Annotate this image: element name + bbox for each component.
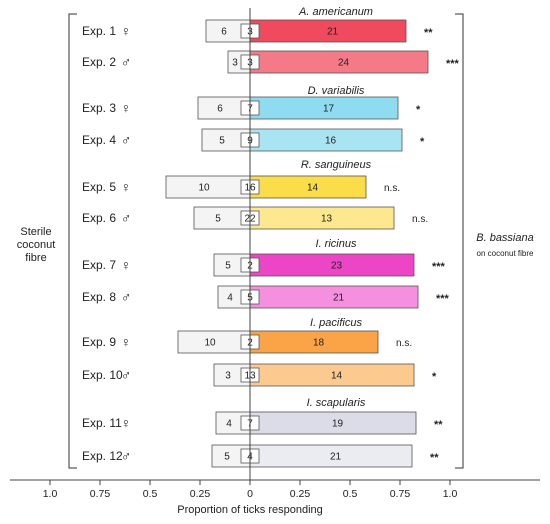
species-heading: I. ricinus	[316, 238, 357, 250]
species-heading: I. pacificus	[310, 317, 362, 329]
experiment-label: Exp. 2	[82, 55, 116, 69]
experiment-label: Exp. 10	[82, 368, 123, 382]
experiment-label: Exp. 12	[82, 449, 123, 463]
x-tick-label: 1.0	[43, 488, 58, 500]
species-heading: R. sanguineus	[301, 159, 372, 171]
sterile-count: 5	[215, 214, 221, 225]
right-label-species: B. bassiana	[476, 232, 533, 244]
significance-marker: ***	[436, 293, 450, 305]
sex-symbol: ♀	[121, 415, 132, 431]
sex-symbol: ♀	[121, 100, 132, 116]
significance-marker: n.s.	[384, 183, 400, 194]
experiment-label: Exp. 5	[82, 180, 116, 194]
bassiana-count: 14	[307, 183, 319, 194]
right-label-suffix: on coconut fibre	[477, 249, 534, 258]
bassiana-count: 21	[327, 27, 339, 38]
experiment-label: Exp. 9	[82, 335, 116, 349]
sterile-count: 4	[226, 419, 232, 430]
sex-symbol: ♂	[121, 132, 132, 148]
bars-layer	[165, 19, 429, 468]
bassiana-count: 13	[321, 214, 333, 225]
significance-marker: n.s.	[412, 214, 428, 225]
bassiana-count: 16	[325, 136, 337, 147]
significance-marker: ***	[446, 58, 460, 70]
sex-symbol: ♂	[121, 289, 132, 305]
sex-symbol: ♀	[121, 257, 132, 273]
significance-marker: *	[416, 104, 421, 116]
sex-symbol: ♂	[121, 210, 132, 226]
sterile-count: 6	[221, 27, 227, 38]
x-tick-label: 0	[247, 488, 253, 500]
experiment-label: Exp. 1	[82, 24, 116, 38]
bassiana-count: 19	[332, 419, 344, 430]
x-tick-label: 0.75	[390, 488, 411, 500]
sterile-count: 6	[217, 104, 223, 115]
sterile-count: 10	[204, 338, 216, 349]
sex-symbol: ♀	[121, 334, 132, 350]
species-heading: A. americanum	[298, 6, 373, 18]
sterile-count: 3	[232, 58, 238, 69]
bassiana-count: 23	[331, 261, 343, 272]
sex-symbol: ♀	[121, 179, 132, 195]
left-label-line1: Sterile	[20, 226, 51, 238]
experiment-label: Exp. 11	[82, 416, 122, 430]
sex-symbol: ♂	[121, 448, 132, 464]
significance-marker: **	[430, 452, 439, 464]
bassiana-count: 14	[331, 371, 343, 382]
experiment-label: Exp. 7	[82, 258, 116, 272]
x-tick-label: 0.25	[290, 488, 311, 500]
sterile-count: 10	[198, 183, 210, 194]
sex-symbol: ♂	[121, 54, 132, 70]
right-bracket	[455, 13, 464, 469]
species-heading: D. variabilis	[308, 85, 365, 97]
sterile-count: 5	[225, 261, 231, 272]
left-bracket	[68, 13, 77, 469]
left-label-line3: fibre	[25, 252, 46, 264]
bassiana-count: 21	[333, 293, 345, 304]
experiment-label: Exp. 4	[82, 133, 116, 147]
x-tick-label: 0.5	[343, 488, 358, 500]
x-axis-label: Proportion of ticks responding	[177, 504, 323, 516]
sterile-count: 4	[227, 293, 233, 304]
x-tick-label: 1.0	[443, 488, 458, 500]
left-label-line2: coconut	[17, 239, 56, 251]
sterile-count: 5	[219, 136, 225, 147]
bassiana-count: 17	[323, 104, 335, 115]
x-tick-label: 0.5	[143, 488, 158, 500]
significance-marker: ***	[432, 261, 446, 273]
sterile-count: 5	[224, 452, 230, 463]
experiment-label: Exp. 6	[82, 211, 116, 225]
significance-marker: **	[424, 27, 433, 39]
labels-layer: A. americanum D. variabilis R. sanguineus I…	[82, 6, 460, 464]
significance-marker: **	[434, 419, 443, 431]
sex-symbol: ♀	[121, 23, 132, 39]
significance-marker: *	[420, 136, 425, 148]
x-axis-ticks: 1.0 0.75 0.5 0.25 0 0.25 0.5 0.75 1.0	[43, 480, 458, 500]
species-heading: I. scapularis	[307, 397, 366, 409]
x-tick-label: 0.75	[90, 488, 111, 500]
significance-marker: *	[432, 371, 437, 383]
sterile-count: 3	[225, 371, 231, 382]
bassiana-count: 24	[338, 58, 350, 69]
experiment-label: Exp. 3	[82, 101, 116, 115]
experiment-label: Exp. 8	[82, 290, 116, 304]
group-brackets	[68, 13, 464, 469]
significance-marker: n.s.	[396, 338, 412, 349]
bassiana-count: 18	[313, 338, 325, 349]
bassiana-count: 21	[330, 452, 342, 463]
sex-symbol: ♂	[121, 367, 132, 383]
x-tick-label: 0.25	[190, 488, 211, 500]
